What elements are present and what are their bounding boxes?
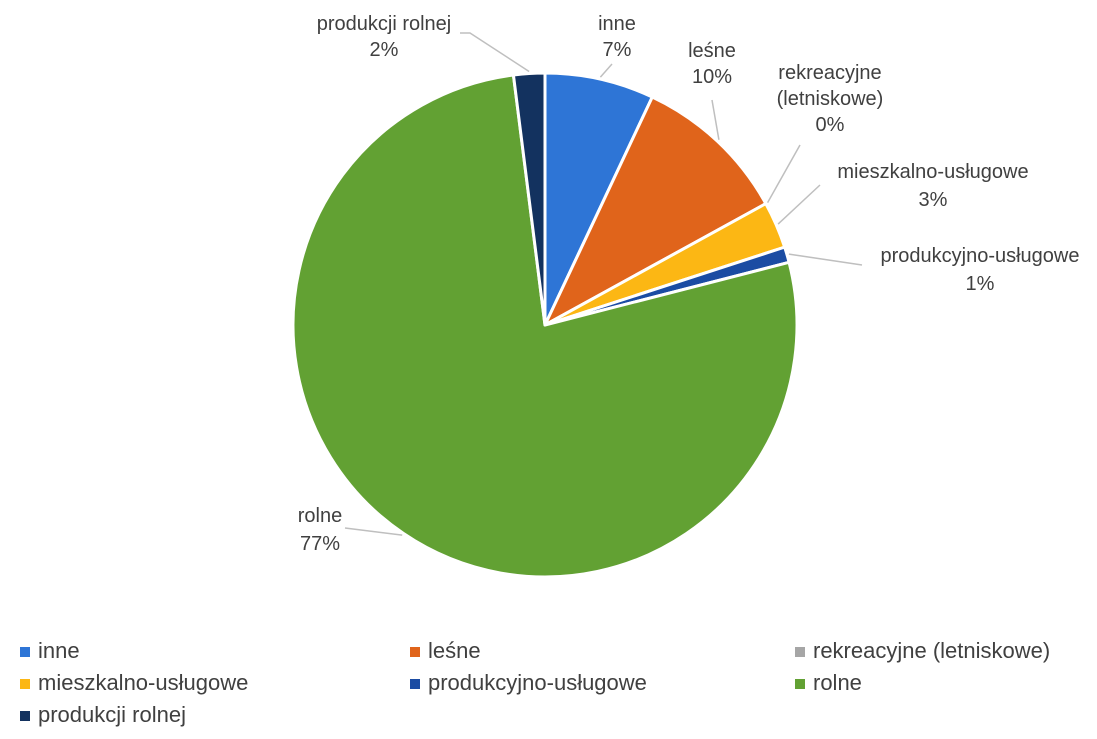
legend-swatch-inne [20,647,30,657]
data-label-produkcji-rolnej: produkcji rolnej 2% [317,13,452,61]
legend: inne leśne rekreacyjne (letniskowe) mieszka… [20,638,1050,727]
data-label-rolne: rolne 77% [298,505,342,555]
legend-swatch-produkcyjno-uslugowe [410,679,420,689]
leader-lesne [711,99,720,140]
data-labels: inne 7% leśne 10% rekreacyjne (letniskowe) 0% m… [298,13,1080,555]
legend-swatch-rolne [795,679,805,689]
data-label-rekreacyjne-letniskowe: rekreacyjne (letniskowe) 0% [777,62,884,136]
legend-label-mieszkalno-uslugowe: mieszkalno-usługowe [38,670,248,695]
legend-item-lesne: leśne [410,638,481,663]
leader-mieszkalno-uslugowe [777,184,821,225]
legend-item-rolne: rolne [795,670,862,695]
legend-label-inne: inne [38,638,80,663]
legend-item-rekreacyjne-letniskowe: rekreacyjne (letniskowe) [795,638,1050,663]
leader-lines [344,32,863,536]
legend-swatch-produkcji-rolnej [20,711,30,721]
legend-item-inne: inne [20,638,80,663]
legend-swatch-lesne [410,647,420,657]
legend-label-lesne: leśne [428,638,481,663]
legend-label-rolne: rolne [813,670,862,695]
legend-swatch-rekreacyjne-letniskowe [795,647,805,657]
legend-swatch-mieszkalno-uslugowe [20,679,30,689]
leader-produkcji-rolnej [460,32,530,73]
slice-lesne [543,95,768,327]
legend-item-mieszkalno-uslugowe: mieszkalno-usługowe [20,670,248,695]
leader-rolne [344,527,403,536]
data-label-inne: inne 7% [598,13,636,61]
data-label-mieszkalno-uslugowe: mieszkalno-usługowe 3% [837,161,1028,211]
slice-inne [543,71,654,327]
legend-label-produkcji-rolnej: produkcji rolnej [38,702,186,727]
legend-item-produkcyjno-uslugowe: produkcyjno-usługowe [410,670,647,695]
data-label-produkcyjno-uslugowe: produkcyjno-usługowe 1% [880,245,1079,295]
leader-rekreacyjne-letniskowe [766,144,801,203]
data-label-lesne: leśne 10% [688,40,736,88]
slice-produkcji-rolnej [511,71,547,327]
leader-inne [599,63,613,78]
pie-slices [291,71,799,579]
legend-label-rekreacyjne-letniskowe: rekreacyjne (letniskowe) [813,638,1050,663]
legend-item-produkcji-rolnej: produkcji rolnej [20,702,186,727]
legend-label-produkcyjno-uslugowe: produkcyjno-usługowe [428,670,647,695]
leader-produkcyjno-uslugowe [788,253,863,266]
